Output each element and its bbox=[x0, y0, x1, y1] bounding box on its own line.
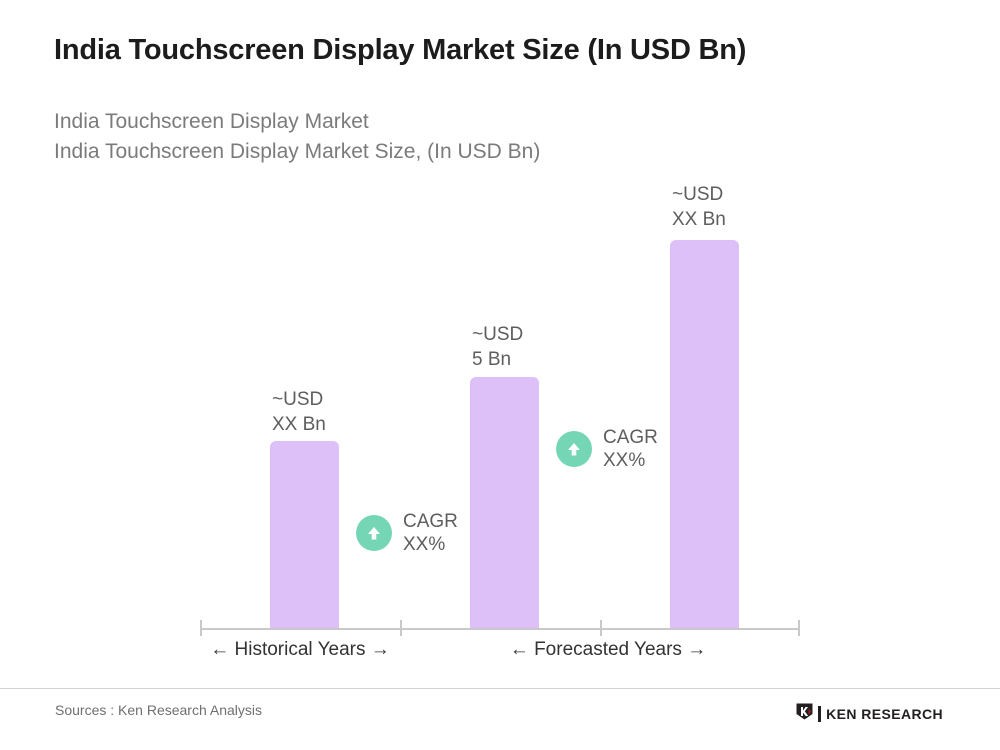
right-arrow-icon: → bbox=[687, 639, 707, 660]
bar-base-year[interactable] bbox=[470, 377, 539, 628]
logo-text: KEN RESEARCH bbox=[826, 706, 943, 722]
cagr-annotation-1-line-2: XX% bbox=[403, 534, 446, 555]
cagr-annotation-1-text: CAGR XX% bbox=[403, 510, 458, 556]
x-axis-tick-end bbox=[798, 620, 800, 636]
bar-forecasted[interactable] bbox=[670, 240, 739, 628]
period-label-forecasted-text: Forecasted Years bbox=[534, 639, 682, 660]
left-arrow-icon: ← bbox=[210, 639, 230, 660]
cagr-annotation-2: CAGR XX% bbox=[556, 426, 658, 472]
arrow-up-icon bbox=[556, 431, 592, 467]
cagr-annotation-1-line-1: CAGR bbox=[403, 511, 458, 532]
arrow-up-icon bbox=[356, 515, 392, 551]
chart-subtitle-line-1: India Touchscreen Display Market bbox=[54, 110, 369, 133]
bar-historical[interactable] bbox=[270, 441, 339, 628]
cagr-annotation-2-text: CAGR XX% bbox=[603, 426, 658, 472]
sources-text: Sources : Ken Research Analysis bbox=[55, 702, 262, 718]
right-arrow-icon: → bbox=[370, 639, 390, 660]
logo-divider bbox=[818, 706, 822, 722]
ken-shield-k-icon bbox=[795, 702, 814, 726]
x-axis-tick-mid-1 bbox=[400, 620, 402, 636]
period-label-historical: ← Historical Years → bbox=[200, 639, 400, 661]
bar-label-forecasted-line-2: XX Bn bbox=[672, 209, 726, 230]
bar-label-historical: ~USD XX Bn bbox=[272, 387, 326, 437]
ken-research-logo: KEN RESEARCH bbox=[795, 702, 943, 726]
bar-label-historical-line-1: ~USD bbox=[272, 389, 324, 410]
x-axis-line bbox=[200, 628, 800, 630]
bar-label-historical-line-2: XX Bn bbox=[272, 414, 326, 435]
cagr-annotation-2-line-2: XX% bbox=[603, 450, 646, 471]
bar-label-forecasted: ~USD XX Bn bbox=[672, 182, 726, 232]
bar-label-forecasted-line-1: ~USD bbox=[672, 184, 724, 205]
cagr-annotation-1: CAGR XX% bbox=[356, 510, 458, 556]
footer-divider bbox=[0, 688, 1000, 689]
bar-label-base-year-line-1: ~USD bbox=[472, 324, 524, 345]
chart-subtitle-line-2: India Touchscreen Display Market Size, (… bbox=[54, 140, 541, 163]
bar-chart: ~USD XX Bn CAGR XX% ~USD 5 Bn bbox=[200, 182, 800, 661]
x-axis-tick-mid-2 bbox=[600, 620, 602, 636]
page-title: India Touchscreen Display Market Size (I… bbox=[54, 34, 747, 66]
left-arrow-icon: ← bbox=[509, 639, 529, 660]
chart-subtitle: India Touchscreen Display Market India T… bbox=[54, 107, 540, 167]
x-axis-tick-start bbox=[200, 620, 202, 636]
cagr-annotation-2-line-1: CAGR bbox=[603, 427, 658, 448]
bar-label-base-year: ~USD 5 Bn bbox=[472, 322, 523, 372]
period-label-forecasted: ← Forecasted Years → bbox=[500, 639, 716, 661]
bar-label-base-year-line-2: 5 Bn bbox=[472, 349, 512, 370]
period-label-historical-text: Historical Years bbox=[234, 639, 366, 660]
